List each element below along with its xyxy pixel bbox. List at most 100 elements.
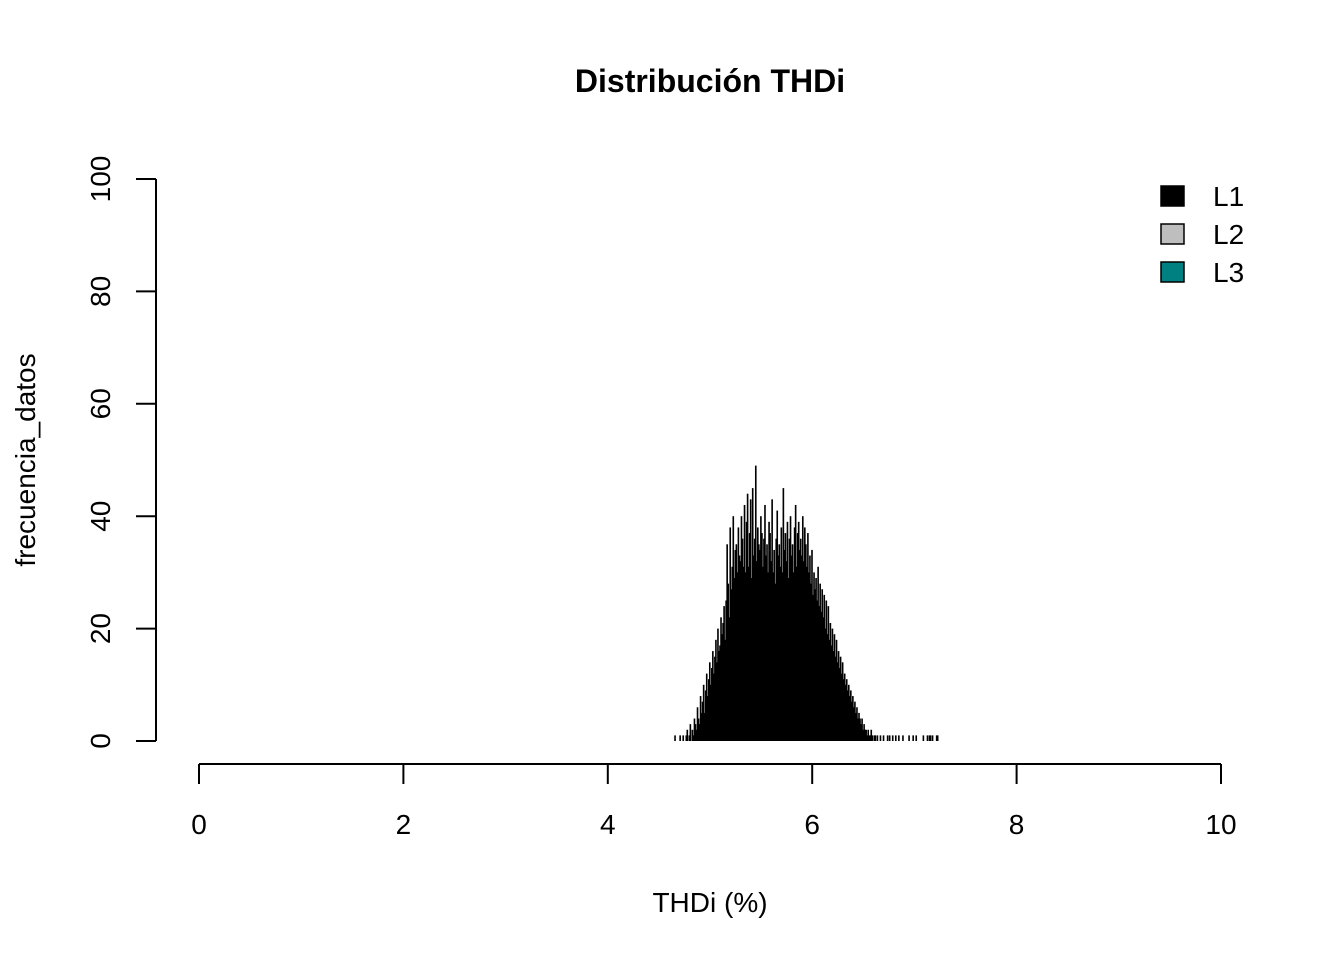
histogram-bar [771,499,773,741]
histogram-bar [866,735,868,741]
histogram-bar [782,488,785,741]
histogram-bar [857,718,859,741]
legend-swatch-l3 [1160,261,1185,283]
histogram-bar [805,544,807,741]
x-tick-label: 10 [1205,809,1236,840]
histogram-bar [777,555,780,741]
histogram-bar [764,504,766,741]
histogram-bar [749,499,752,741]
histogram-bar [838,667,841,741]
histogram-bar [873,735,876,741]
histogram-bar [772,572,774,741]
histogram-bar [750,578,753,741]
histogram-bar [724,639,726,741]
histogram-bar [784,533,787,741]
histogram-bar [733,578,736,741]
histogram-bar [743,504,746,741]
histogram-bar [703,712,706,741]
histogram-bar [696,707,699,741]
histogram-bar [855,712,857,741]
histogram-bar [729,527,732,741]
histogram-bar [846,690,849,741]
legend-swatch-l1 [1160,185,1185,207]
histogram-bar [874,735,877,741]
legend-label-l1: L1 [1213,181,1244,212]
histogram-bar [723,606,725,741]
histogram-bar [758,544,760,741]
histogram-bar [827,606,830,741]
histogram-bar [836,662,839,741]
histogram-bar [929,735,932,741]
legend-swatch-l2 [1160,223,1185,245]
histogram-bar [843,673,846,741]
x-axis: 0 2 4 6 8 10 [191,763,1237,840]
histogram-bar [752,555,755,741]
histogram-bar [699,696,702,741]
y-axis-label: frecuencia_datos [10,353,41,566]
histogram-bars [674,465,939,741]
histogram-bar [728,617,731,741]
histogram-bar [763,538,765,741]
histogram-bar [700,712,703,741]
histogram-bar [753,538,756,741]
histogram-bar [864,729,866,741]
histogram-bar [768,521,770,741]
histogram-bar [730,589,733,741]
histogram-bar [738,555,741,741]
histogram-bar [807,533,809,741]
histogram-bar [735,544,738,741]
histogram-bar [682,735,685,741]
histogram-bar [710,684,712,741]
legend: L1 L2 L3 [1160,181,1244,288]
histogram-bar [778,544,781,741]
histogram-bar [796,533,799,741]
chart-title: Distribución THDi [575,63,845,99]
histogram-bar [713,673,715,741]
histogram-bar [742,566,745,741]
histogram-bar [852,696,854,741]
histogram-bar [862,729,864,741]
histogram-bar [876,735,879,741]
histogram-bar [679,735,681,741]
histogram-bar [840,673,843,741]
histogram-bar [837,651,840,741]
histogram-bar [727,583,729,741]
histogram-bar [757,527,759,741]
histogram-bar [854,701,856,741]
histogram-bar [770,561,772,741]
histogram-bar [795,566,798,741]
histogram-bar [902,735,904,741]
histogram-bar [826,634,829,741]
histogram-bar [801,516,804,741]
histogram-bar [879,735,882,741]
histogram-bar [788,538,791,741]
histogram-bar [787,578,790,741]
histogram-bar [773,549,775,741]
histogram-bar [702,684,705,741]
histogram-bar [739,561,742,741]
histogram-bar [779,566,782,741]
histogram-bar [856,707,858,741]
histogram-bar [819,583,821,741]
histogram-bar [691,729,694,741]
histogram-bar [898,735,900,741]
histogram-bar [734,549,737,741]
histogram-bar [811,549,813,741]
histogram-bar [789,516,792,741]
histogram-bar [736,572,739,741]
histogram-bar [931,735,934,741]
histogram-bar [774,583,777,741]
histogram-bar [718,651,720,741]
histogram-bar [848,696,851,741]
histogram-bar [765,555,767,741]
histogram-bar [685,735,688,741]
x-tick-label: 4 [600,809,616,840]
histogram-bar [762,566,764,741]
histogram-bar [708,662,711,741]
x-tick-label: 6 [804,809,820,840]
histogram-bar [689,724,692,741]
histogram-bar [722,622,724,741]
histogram-bar [803,561,805,741]
histogram-bar [747,566,750,741]
histogram-bar [808,572,810,741]
